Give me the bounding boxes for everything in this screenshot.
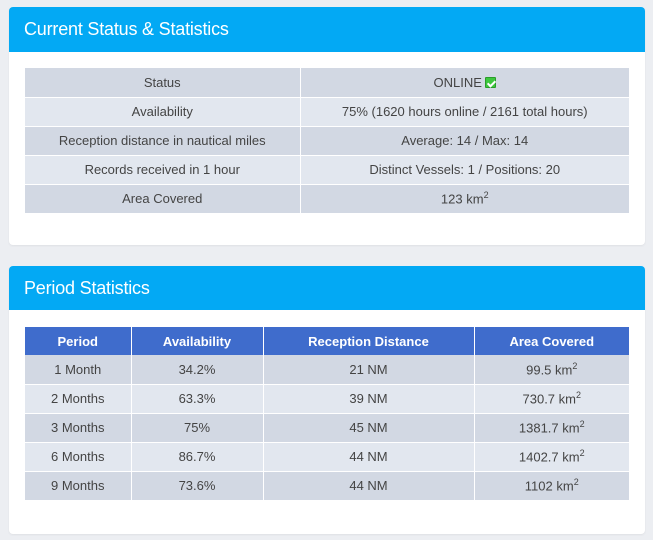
current-status-table: Status ONLINE Availability 75% (1620 hou… xyxy=(25,68,629,214)
area-covered-label: Area Covered xyxy=(25,184,301,214)
area-value: 1102 km xyxy=(524,478,574,494)
area-cell: 99.5 km2 xyxy=(474,355,629,385)
area-value: 1381.7 km xyxy=(518,420,580,436)
table-row: 1 Month 34.2% 21 NM 99.5 km2 xyxy=(25,355,629,385)
period-cell: 2 Months xyxy=(25,384,132,414)
distance-cell: 44 NM xyxy=(263,471,475,501)
header-reception-distance: Reception Distance xyxy=(263,327,475,355)
status-label: Status xyxy=(25,68,301,98)
area-unit-exponent: 2 xyxy=(483,190,489,201)
reception-distance-value: Average: 14 / Max: 14 xyxy=(300,126,629,156)
availability-label: Availability xyxy=(25,97,301,127)
reception-distance-label: Reception distance in nautical miles xyxy=(25,126,301,156)
area-cell: 730.7 km2 xyxy=(474,384,629,414)
records-label: Records received in 1 hour xyxy=(25,155,301,185)
table-row: 2 Months 63.3% 39 NM 730.7 km2 xyxy=(25,384,629,414)
header-area-covered: Area Covered xyxy=(474,327,629,355)
availability-value: 75% (1620 hours online / 2161 total hour… xyxy=(300,97,629,127)
distance-cell: 39 NM xyxy=(263,384,475,414)
area-unit-exponent: 2 xyxy=(572,361,578,372)
availability-cell: 34.2% xyxy=(131,355,264,385)
period-cell: 9 Months xyxy=(25,471,132,501)
availability-cell: 63.3% xyxy=(131,384,264,414)
area-cell: 1402.7 km2 xyxy=(474,442,629,472)
table-row: Records received in 1 hour Distinct Vess… xyxy=(25,155,629,185)
area-covered-value-cell: 123 km2 xyxy=(300,184,629,214)
status-value-cell: ONLINE xyxy=(300,68,629,98)
period-cell: 3 Months xyxy=(25,413,132,443)
header-period: Period xyxy=(25,327,132,355)
period-statistics-panel: Period Statistics Period Availability Re… xyxy=(9,266,645,534)
distance-cell: 44 NM xyxy=(263,442,475,472)
table-row: 3 Months 75% 45 NM 1381.7 km2 xyxy=(25,413,629,443)
availability-cell: 86.7% xyxy=(131,442,264,472)
online-check-icon xyxy=(484,76,496,88)
availability-cell: 73.6% xyxy=(131,471,264,501)
period-statistics-title: Period Statistics xyxy=(9,266,645,310)
table-row: Area Covered 123 km2 xyxy=(25,184,629,214)
current-status-title: Current Status & Statistics xyxy=(9,7,645,52)
records-value: Distinct Vessels: 1 / Positions: 20 xyxy=(300,155,629,185)
table-row: Status ONLINE xyxy=(25,68,629,98)
area-unit-exponent: 2 xyxy=(573,477,579,488)
period-cell: 6 Months xyxy=(25,442,132,472)
status-value: ONLINE xyxy=(433,74,482,90)
table-row: Availability 75% (1620 hours online / 21… xyxy=(25,97,629,127)
current-status-panel: Current Status & Statistics Status ONLIN… xyxy=(9,7,645,245)
table-header-row: Period Availability Reception Distance A… xyxy=(25,327,629,355)
table-row: 6 Months 86.7% 44 NM 1402.7 km2 xyxy=(25,442,629,472)
area-cell: 1102 km2 xyxy=(474,471,629,501)
table-row: 9 Months 73.6% 44 NM 1102 km2 xyxy=(25,471,629,501)
table-row: Reception distance in nautical miles Ave… xyxy=(25,126,629,156)
area-value: 730.7 km xyxy=(522,391,576,407)
distance-cell: 45 NM xyxy=(263,413,475,443)
period-statistics-table: Period Availability Reception Distance A… xyxy=(25,327,629,501)
area-value: 99.5 km xyxy=(526,362,573,378)
area-unit-exponent: 2 xyxy=(579,448,585,459)
distance-cell: 21 NM xyxy=(263,355,475,385)
period-cell: 1 Month xyxy=(25,355,132,385)
area-unit-exponent: 2 xyxy=(575,390,581,401)
area-covered-value: 123 km xyxy=(440,191,484,207)
header-availability: Availability xyxy=(131,327,264,355)
availability-cell: 75% xyxy=(131,413,264,443)
area-unit-exponent: 2 xyxy=(579,419,585,430)
area-value: 1402.7 km xyxy=(518,449,580,465)
area-cell: 1381.7 km2 xyxy=(474,413,629,443)
